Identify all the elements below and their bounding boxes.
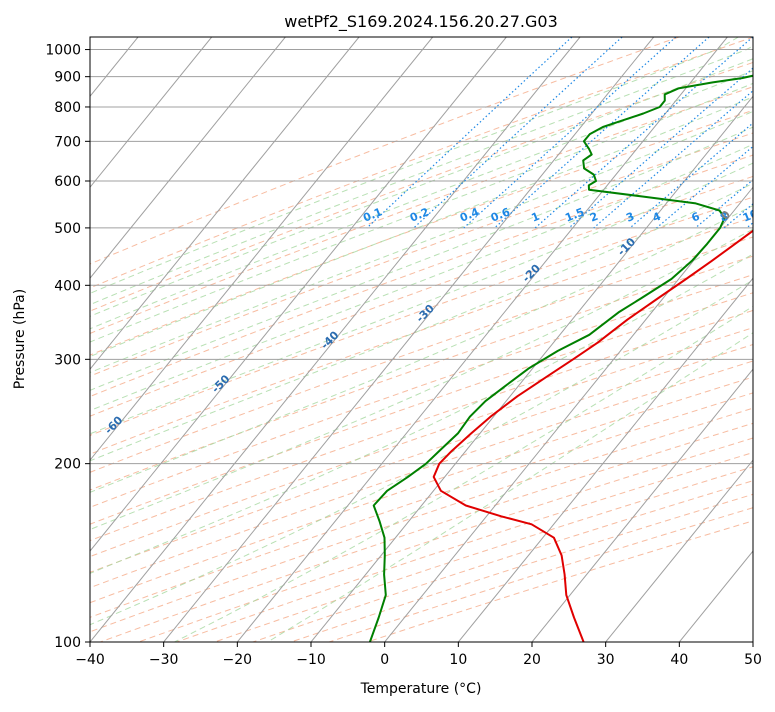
y-tick-label: 900 xyxy=(54,70,81,86)
x-tick-label: 0 xyxy=(380,652,389,668)
x-tick-label: 10 xyxy=(449,652,467,668)
x-tick-label: 30 xyxy=(597,652,615,668)
y-tick-label: 600 xyxy=(54,174,81,190)
x-tick-label: −20 xyxy=(223,652,253,668)
y-tick-label: 400 xyxy=(54,278,81,294)
chart-title: wetPf2_S169.2024.156.20.27.G03 xyxy=(284,12,558,32)
y-tick-label: 100 xyxy=(54,635,81,651)
y-axis-title: Pressure (hPa) xyxy=(12,289,28,389)
y-tick-label: 1000 xyxy=(45,43,81,59)
x-tick-label: −30 xyxy=(149,652,179,668)
x-tick-label: −40 xyxy=(75,652,105,668)
x-tick-label: 50 xyxy=(744,652,762,668)
x-tick-label: −10 xyxy=(296,652,326,668)
y-tick-label: 500 xyxy=(54,221,81,237)
y-tick-label: 200 xyxy=(54,457,81,473)
y-tick-label: 800 xyxy=(54,100,81,116)
x-tick-label: 40 xyxy=(670,652,688,668)
y-tick-label: 700 xyxy=(54,134,81,150)
x-axis-title: Temperature (°C) xyxy=(360,681,482,697)
y-tick-label: 300 xyxy=(54,352,81,368)
x-tick-label: 20 xyxy=(523,652,541,668)
